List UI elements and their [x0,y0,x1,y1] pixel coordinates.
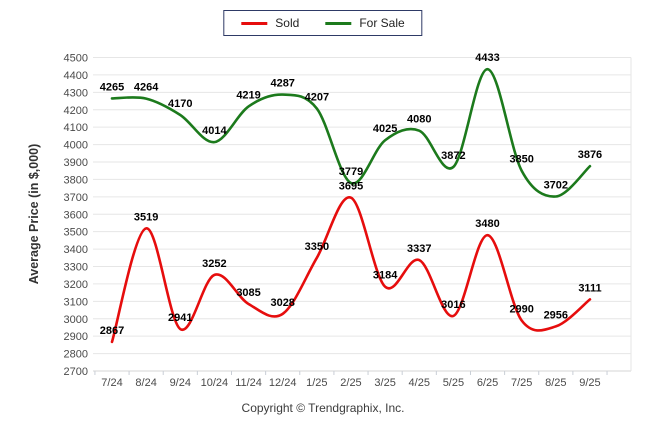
data-label: 3519 [134,211,158,223]
y-tick-label: 4500 [64,53,88,65]
data-label: 3085 [236,287,260,299]
x-tick-label: 9/24 [170,377,191,389]
x-tick-label: 3/25 [374,377,395,389]
data-label: 3016 [441,299,465,311]
data-label: 3695 [339,181,363,193]
legend-item-sold: Sold [241,16,299,30]
y-tick-label: 4200 [64,105,88,117]
legend-label-for-sale: For Sale [359,16,405,30]
x-tick-label: 10/24 [201,377,229,389]
y-tick-label: 3800 [64,174,88,186]
x-tick-label: 8/24 [135,377,156,389]
y-tick-label: 2900 [64,331,88,343]
y-tick-label: 2700 [64,366,88,378]
chart-legend: Sold For Sale [223,10,423,36]
y-tick-label: 4400 [64,70,88,82]
data-label: 4014 [202,125,227,137]
data-label: 4287 [270,78,294,90]
data-label: 3111 [578,282,601,294]
x-tick-label: 6/25 [477,377,498,389]
x-tick-label: 8/25 [545,377,566,389]
data-label: 4025 [373,123,397,135]
for-sale-line [110,67,592,198]
data-label: 4219 [236,89,260,101]
sold-line-swatch [241,21,268,25]
data-label: 3252 [202,258,226,270]
legend-item-for-sale: For Sale [325,16,405,30]
x-tick-label: 12/24 [269,377,297,389]
for-sale-data-labels: 4265 4264 4170 4014 4219 4287 4207 3779 4025 4080… [100,52,602,191]
data-label: 3850 [509,154,533,166]
x-tick-label: 1/25 [306,377,327,389]
y-tick-label: 3200 [64,279,88,291]
sold-line [110,196,592,344]
y-axis-title: Average Price (in $,000) [27,144,41,285]
y-tick-label: 4300 [64,87,88,99]
x-tick-label: 7/24 [101,377,122,389]
data-label: 3184 [373,270,398,282]
data-label: 3480 [475,218,499,230]
x-tick-label: 7/25 [511,377,532,389]
y-tick-label: 3300 [64,262,88,274]
x-tick-label: 4/25 [409,377,430,389]
data-label: 3779 [339,166,363,178]
y-tick-label: 3400 [64,244,88,256]
y-tick-label: 3900 [64,157,88,169]
data-label: 3876 [578,149,602,161]
data-label: 4080 [407,114,431,126]
data-label: 4433 [475,52,499,64]
data-label: 2867 [100,325,124,337]
legend-label-sold: Sold [275,16,300,30]
y-tick-label: 4100 [64,122,88,134]
x-tick-label: 5/25 [443,377,464,389]
data-label: 4264 [134,82,159,94]
x-tick-label: 2/25 [340,377,361,389]
y-axis-tick-labels: 2700 2800 2900 3000 3100 3200 3300 3400 3500 3600… [64,53,88,379]
data-label: 2941 [168,312,192,324]
y-tick-label: 3600 [64,209,88,221]
y-tick-label: 3000 [64,314,88,326]
y-tick-label: 3100 [64,296,88,308]
data-label: 3350 [305,241,329,253]
data-label: 3872 [441,150,465,162]
y-tick-label: 2800 [64,349,88,361]
data-label: 4170 [168,98,192,110]
sold-data-labels: 2867 3519 2941 3252 3085 3028 3350 3695 3184 3337… [100,181,602,337]
y-tick-label: 3700 [64,192,88,204]
data-label: 2956 [544,309,568,321]
for-sale-line-swatch [325,21,352,25]
gridlines [93,57,631,372]
x-axis-tick-labels: 7/24 8/24 9/24 10/24 11/24 12/24 1/25 2/25 3/25 4… [101,377,600,389]
data-label: 4207 [305,92,329,104]
y-tick-label: 4000 [64,140,88,152]
data-label: 3028 [270,297,294,309]
x-tick-label: 9/25 [579,377,600,389]
data-label: 4265 [100,81,124,93]
data-label: 3337 [407,243,431,255]
x-axis-ticks [94,371,608,375]
data-label: 3702 [544,179,568,191]
copyright-text: Copyright © Trendgraphix, Inc. [241,401,405,415]
x-tick-label: 11/24 [235,377,262,389]
y-tick-label: 3500 [64,227,88,239]
data-label: 2990 [509,303,533,315]
